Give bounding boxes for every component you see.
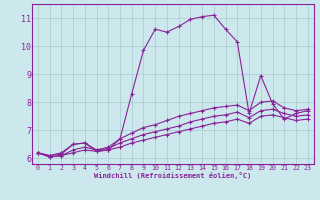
- X-axis label: Windchill (Refroidissement éolien,°C): Windchill (Refroidissement éolien,°C): [94, 172, 252, 179]
